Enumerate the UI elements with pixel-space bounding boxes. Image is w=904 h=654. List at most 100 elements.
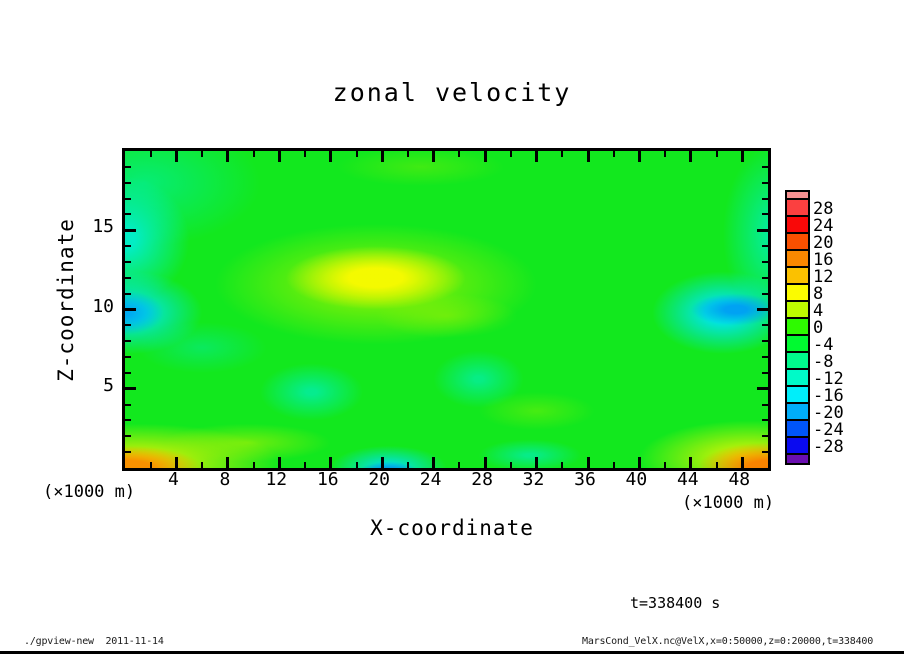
z-minor-tick	[762, 292, 768, 295]
z-major-tick	[125, 308, 136, 311]
colorbar-band	[787, 370, 808, 387]
z-major-tick	[757, 308, 768, 311]
z-minor-tick	[125, 245, 131, 248]
z-minor-tick	[762, 451, 768, 454]
footer-command-text: ./gpview-new 2011-11-14	[24, 636, 164, 647]
x-minor-tick	[304, 462, 306, 468]
z-tick-label: 5	[103, 374, 114, 396]
x-major-tick	[277, 457, 281, 468]
x-tick-label: 44	[676, 469, 699, 490]
colorbar-tick-label: 20	[813, 232, 834, 253]
z-minor-tick	[125, 356, 131, 359]
x-major-tick	[535, 457, 538, 468]
x-minor-tick	[664, 462, 667, 468]
z-minor-tick	[125, 419, 131, 422]
colorbar-band	[787, 421, 808, 438]
x-major-tick	[380, 151, 384, 162]
z-minor-tick	[762, 276, 768, 279]
x-major-tick	[586, 457, 590, 468]
x-minor-tick	[458, 462, 461, 468]
colorbar-tick-label: 16	[813, 249, 834, 270]
x-tick-label: 32	[522, 469, 545, 490]
x-minor-tick	[149, 151, 152, 157]
x-minor-tick	[664, 151, 667, 157]
x-minor-tick	[612, 462, 615, 468]
x-major-tick	[226, 151, 230, 162]
z-major-tick	[757, 228, 768, 232]
x-axis-label: X-coordinate	[370, 516, 534, 540]
x-tick-label: 28	[471, 469, 493, 490]
z-minor-tick	[125, 451, 131, 454]
colorbar-band	[787, 319, 808, 336]
colorbar-tick-label: 28	[813, 198, 834, 219]
x-major-tick	[535, 151, 538, 162]
x-tick-label: 8	[219, 469, 231, 490]
x-minor-tick	[509, 462, 512, 468]
x-tick-label: 4	[167, 469, 179, 490]
x-major-tick	[174, 457, 178, 468]
z-minor-tick	[125, 435, 131, 438]
x-tick-label: 40	[625, 469, 648, 490]
z-minor-tick	[125, 403, 131, 406]
x-tick-label: 48	[728, 469, 751, 490]
colorbar-band	[787, 353, 808, 370]
plot-area	[122, 148, 771, 471]
x-major-tick	[637, 151, 641, 162]
z-minor-tick	[125, 276, 131, 279]
x-major-tick	[740, 151, 744, 162]
colorbar-tick-label: -8	[813, 351, 834, 372]
x-major-tick	[689, 457, 693, 468]
x-major-tick	[637, 457, 641, 468]
colorbar-cap-bottom	[787, 455, 808, 463]
x-major-tick	[432, 151, 436, 162]
colorbar-band	[787, 234, 808, 251]
z-minor-tick	[125, 197, 131, 200]
x-minor-tick	[406, 462, 409, 468]
x-axis-unit-label: (×1000 m)	[682, 493, 775, 513]
x-major-tick	[174, 151, 178, 162]
colorbar-band	[787, 285, 808, 302]
bottom-divider	[0, 651, 904, 654]
plot-title: zonal velocity	[332, 78, 572, 107]
colorbar-tick-label: 0	[813, 317, 824, 338]
x-tick-label: 36	[574, 469, 596, 490]
x-major-tick	[329, 151, 333, 162]
colorbar-band	[787, 302, 808, 319]
z-minor-tick	[762, 435, 768, 438]
z-minor-tick	[762, 165, 768, 168]
x-major-tick	[483, 151, 487, 162]
x-minor-tick	[715, 462, 718, 468]
x-minor-tick	[304, 151, 306, 157]
z-tick-label: 15	[92, 216, 114, 238]
z-minor-tick	[762, 356, 768, 359]
colorbar-band	[787, 336, 808, 353]
x-minor-tick	[612, 151, 615, 157]
x-minor-tick	[252, 462, 255, 468]
x-minor-tick	[201, 151, 204, 157]
z-axis-unit-label: (×1000 m)	[43, 482, 136, 502]
colorbar-tick-label: -4	[813, 334, 834, 355]
x-tick-label: 20	[368, 469, 391, 490]
x-major-tick	[483, 457, 487, 468]
z-minor-tick	[125, 165, 131, 168]
time-annotation: t=338400 s	[630, 594, 721, 612]
z-minor-tick	[125, 260, 131, 263]
colorbar-band	[787, 200, 808, 217]
z-major-tick	[125, 387, 136, 391]
z-minor-tick	[762, 213, 768, 216]
x-minor-tick	[715, 151, 718, 157]
colorbar-band	[787, 387, 808, 404]
colorbar-tick-label: -28	[813, 436, 844, 457]
colorbar-tick-label: 8	[813, 283, 824, 304]
z-minor-tick	[125, 292, 131, 295]
x-minor-tick	[509, 151, 512, 157]
colorbar-tick-label: -20	[813, 402, 844, 423]
x-minor-tick	[406, 151, 409, 157]
x-tick-label: 16	[316, 469, 339, 490]
z-minor-tick	[125, 213, 131, 216]
z-minor-tick	[762, 403, 768, 406]
colorbar	[785, 190, 810, 465]
tone-field	[125, 151, 768, 468]
x-major-tick	[740, 457, 744, 468]
